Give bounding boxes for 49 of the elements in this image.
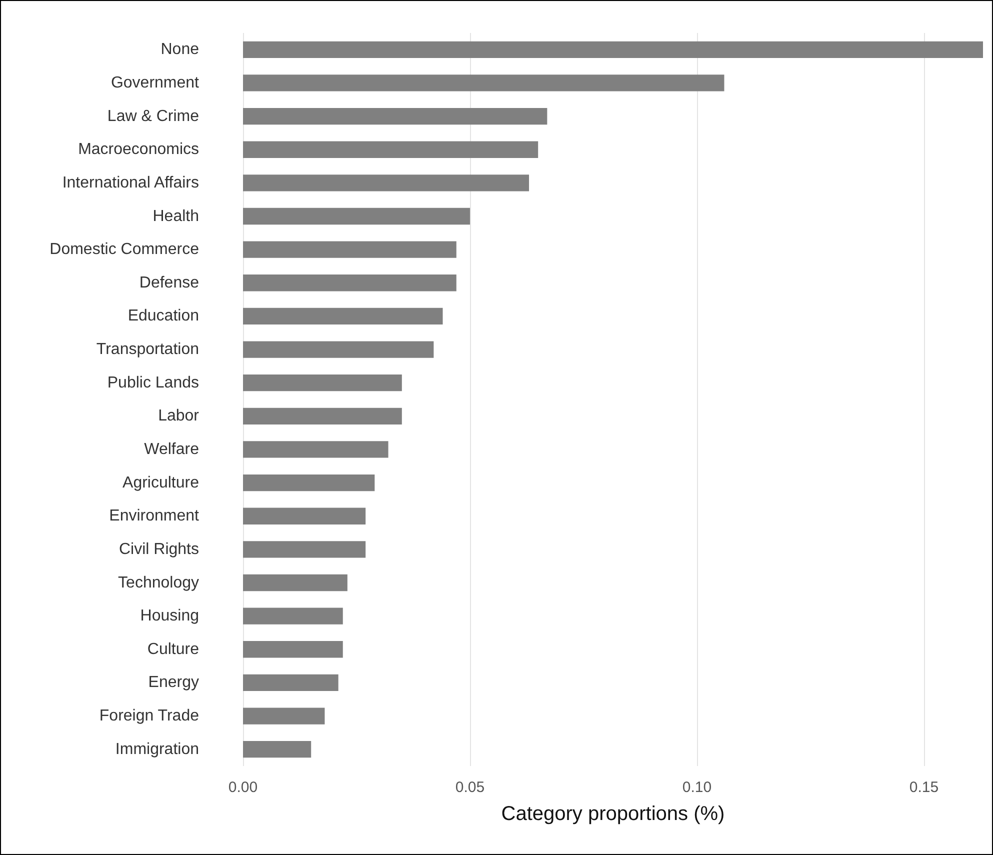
y-tick-label: International Affairs [62,174,199,192]
bar [243,441,388,458]
y-tick-label: Housing [140,608,199,625]
y-tick-label: Public Lands [107,374,199,392]
y-tick-label: Defense [139,274,200,292]
bar [243,408,402,424]
bar [243,574,348,592]
y-tick-label: Labor [158,408,200,425]
bar [243,108,548,125]
x-tick-label: 0.15 [909,779,939,796]
bar [243,341,434,358]
y-tick-label: Energy [148,674,199,692]
y-tick-label: Agriculture [122,474,200,492]
bar [243,74,724,92]
bar [243,208,470,225]
y-tick-label: Education [128,308,199,325]
bar [243,708,325,724]
bar [243,141,538,158]
bar [243,241,456,258]
y-tick-label: Macroeconomics [78,141,199,158]
x-tick-label: 0.10 [682,779,712,796]
x-tick-label: 0.05 [455,779,485,796]
y-tick-label: None [160,41,200,58]
bar [243,541,366,558]
y-tick-label: Culture [147,640,200,658]
y-tick-label: Domestic Commerce [50,241,200,258]
bar [243,274,456,292]
bar [243,308,443,325]
y-tick-label: Transportation [96,341,199,358]
bar [243,641,343,658]
bar [243,608,343,624]
x-axis-title: Category proportions (%) [501,803,725,825]
y-tick-label: Law & Crime [107,108,200,125]
y-tick-label: Government [110,74,200,92]
bar [243,474,375,492]
bar [243,508,366,524]
y-tick-label: Health [152,208,199,225]
y-tick-label: Environment [109,508,200,525]
bar [243,174,530,192]
bar [243,374,402,392]
y-tick-label: Welfare [144,440,200,458]
bar [243,41,983,58]
x-tick-label: 0.00 [228,779,258,796]
y-tick-label: Foreign Trade [99,708,200,725]
y-tick-label: Technology [118,574,199,592]
bar [243,741,312,758]
y-tick-label: Immigration [115,740,199,758]
bar [243,674,338,692]
y-tick-label: Civil Rights [118,540,199,558]
